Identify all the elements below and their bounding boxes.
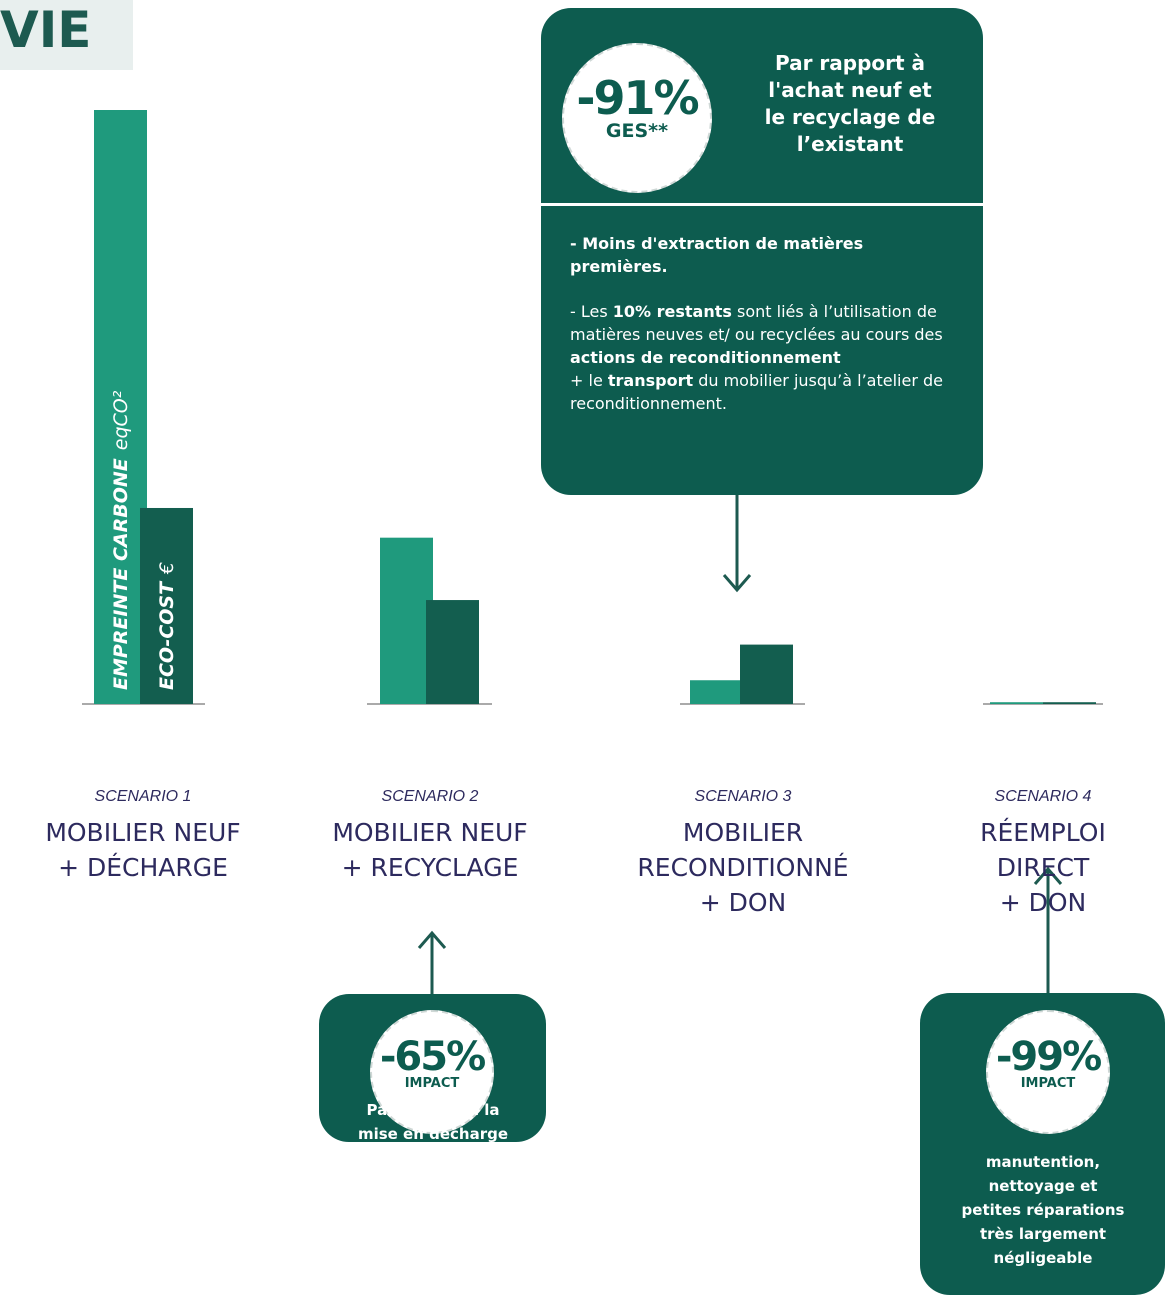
- scenario-label: SCENARIO 2: [381, 788, 479, 805]
- bar: [380, 537, 433, 704]
- bar: [426, 600, 479, 704]
- text-run: - Les: [570, 302, 613, 321]
- badge-value: -91%: [576, 70, 699, 125]
- series-unit: €: [156, 562, 178, 575]
- scenario-label: SCENARIO 3: [694, 788, 792, 805]
- text-run: du mobilier jusqu’à l’atelier de recondi…: [570, 371, 943, 413]
- callout-text: Par rapport à la mise en décharge: [357, 1101, 509, 1143]
- series-unit: eqCO²: [110, 390, 132, 450]
- badge-label: GES**: [605, 120, 669, 143]
- series-name: ECO-COST: [156, 580, 178, 690]
- title: VIE: [0, 1, 92, 59]
- text-run: + le: [570, 371, 603, 390]
- bar: [740, 644, 793, 704]
- category-label: MOBILIER NEUF + RECYCLAGE: [332, 818, 528, 882]
- badge-value: -65%: [379, 1034, 486, 1081]
- paragraph: - Les 10% restants sont liés à l’utilisa…: [570, 300, 960, 415]
- bar: [140, 507, 193, 704]
- text-run: - Moins d'extraction de matières premièr…: [570, 234, 864, 276]
- divider: [541, 203, 983, 206]
- paragraph: - Moins d'extraction de matières premièr…: [570, 232, 960, 278]
- scenario-label: SCENARIO 4: [994, 788, 1092, 805]
- bar: [94, 110, 147, 704]
- category-label: MOBILIER RECONDITIONNÉ + DON: [637, 818, 849, 917]
- badge: -65% IMPACT: [370, 1010, 494, 1134]
- callout-details: - Moins d'extraction de matières premièr…: [570, 232, 960, 437]
- series-label: ECO-COST €: [156, 562, 178, 690]
- bar: [990, 702, 1043, 704]
- arrows: [417, 495, 1063, 994]
- category-label: MOBILIER NEUF + DÉCHARGE: [45, 818, 241, 882]
- text-run: sont liés à l’utilisation de matières ne…: [570, 302, 943, 344]
- badge: -91% GES**: [562, 43, 712, 193]
- text-run: actions de reconditionnement: [570, 348, 841, 367]
- title-box: [0, 0, 133, 70]
- badge-value: -99%: [995, 1034, 1102, 1081]
- badge-label: IMPACT: [1020, 1076, 1076, 1092]
- category-label: RÉEMPLOI DIRECT + DON: [980, 818, 1106, 917]
- badge-label: IMPACT: [404, 1076, 460, 1092]
- callout-text: Par rapport à l'achat neuf et le recycla…: [764, 51, 936, 156]
- callout-text: manutention, nettoyage et petites répara…: [961, 1153, 1125, 1267]
- bar: [1043, 702, 1096, 704]
- bar: [690, 680, 743, 704]
- text-run: transport: [607, 371, 694, 390]
- series-label: EMPREINTE CARBONE eqCO²: [110, 390, 132, 690]
- series-name: EMPREINTE CARBONE: [110, 458, 132, 690]
- scenario-label: SCENARIO 1: [94, 788, 192, 805]
- text-run: 10% restants: [612, 302, 732, 321]
- badge: -99% IMPACT: [986, 1010, 1110, 1134]
